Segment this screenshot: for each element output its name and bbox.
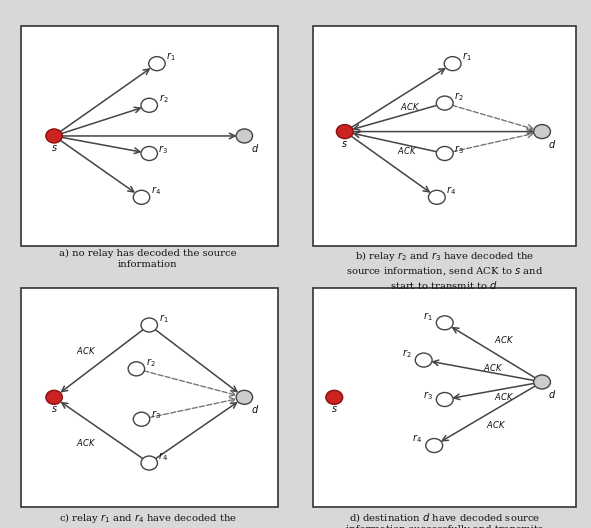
Text: $ACK$: $ACK$ xyxy=(483,362,504,373)
Circle shape xyxy=(436,96,453,110)
Text: $ACK$: $ACK$ xyxy=(494,334,514,345)
Text: $r_3$: $r_3$ xyxy=(151,409,161,421)
Text: $r_2$: $r_2$ xyxy=(454,90,464,103)
Text: $d$: $d$ xyxy=(548,388,557,400)
FancyBboxPatch shape xyxy=(21,26,278,246)
Text: $r_3$: $r_3$ xyxy=(423,389,433,401)
Text: $r_2$: $r_2$ xyxy=(146,356,155,369)
Text: $s$: $s$ xyxy=(51,143,57,153)
Text: b) relay $r_2$ and $r_3$ have decoded the
source information, send ACK to $s$ an: b) relay $r_2$ and $r_3$ have decoded th… xyxy=(346,249,543,290)
Circle shape xyxy=(236,390,252,404)
FancyBboxPatch shape xyxy=(313,288,576,507)
Text: $s$: $s$ xyxy=(51,404,57,414)
Text: $ACK$: $ACK$ xyxy=(486,419,506,430)
Circle shape xyxy=(436,316,453,330)
Text: $r_1$: $r_1$ xyxy=(423,310,433,323)
Text: $r_2$: $r_2$ xyxy=(158,92,168,105)
Circle shape xyxy=(444,56,461,71)
Circle shape xyxy=(134,190,150,204)
Circle shape xyxy=(426,439,443,452)
Text: $r_3$: $r_3$ xyxy=(158,143,168,156)
Circle shape xyxy=(326,390,343,404)
Circle shape xyxy=(534,375,550,389)
Text: $r_4$: $r_4$ xyxy=(446,184,456,197)
Circle shape xyxy=(141,98,157,112)
Circle shape xyxy=(436,392,453,407)
Circle shape xyxy=(436,146,453,161)
Text: a) no relay has decoded the source
information: a) no relay has decoded the source infor… xyxy=(59,249,236,269)
Text: $r_1$: $r_1$ xyxy=(166,51,176,63)
Circle shape xyxy=(415,353,432,367)
FancyBboxPatch shape xyxy=(21,288,278,507)
Text: $r_4$: $r_4$ xyxy=(412,432,422,445)
Text: $r_4$: $r_4$ xyxy=(158,450,168,463)
Text: c) relay $r_1$ and $r_4$ have decoded the
source information, send ACK to $s$ to: c) relay $r_1$ and $r_4$ have decoded th… xyxy=(49,511,246,528)
Circle shape xyxy=(46,390,62,404)
Text: $ACK$: $ACK$ xyxy=(401,101,421,112)
Circle shape xyxy=(428,190,445,204)
Circle shape xyxy=(141,456,157,470)
Text: $r_2$: $r_2$ xyxy=(402,347,411,360)
Text: d) destination $d$ have decoded source
information successfully and transmits
AC: d) destination $d$ have decoded source i… xyxy=(346,511,543,528)
Text: $r_1$: $r_1$ xyxy=(462,51,472,63)
Circle shape xyxy=(336,125,353,138)
Text: $d$: $d$ xyxy=(251,403,259,416)
Text: $d$: $d$ xyxy=(548,138,557,149)
Circle shape xyxy=(141,146,157,161)
Text: $r_1$: $r_1$ xyxy=(158,312,168,325)
Text: $d$: $d$ xyxy=(251,142,259,154)
Circle shape xyxy=(534,125,550,138)
Text: $r_3$: $r_3$ xyxy=(454,143,464,156)
Circle shape xyxy=(149,56,165,71)
Circle shape xyxy=(141,318,157,332)
Circle shape xyxy=(128,362,145,376)
Text: $s$: $s$ xyxy=(331,404,337,414)
FancyBboxPatch shape xyxy=(313,26,576,246)
Text: $s$: $s$ xyxy=(342,139,348,148)
Text: $ACK$: $ACK$ xyxy=(76,437,96,448)
Text: $r_4$: $r_4$ xyxy=(151,184,161,197)
Circle shape xyxy=(46,129,62,143)
Text: $ACK$: $ACK$ xyxy=(494,391,514,402)
Text: $ACK$: $ACK$ xyxy=(76,345,96,356)
Circle shape xyxy=(236,129,252,143)
Circle shape xyxy=(134,412,150,426)
Text: $ACK$: $ACK$ xyxy=(397,145,417,156)
